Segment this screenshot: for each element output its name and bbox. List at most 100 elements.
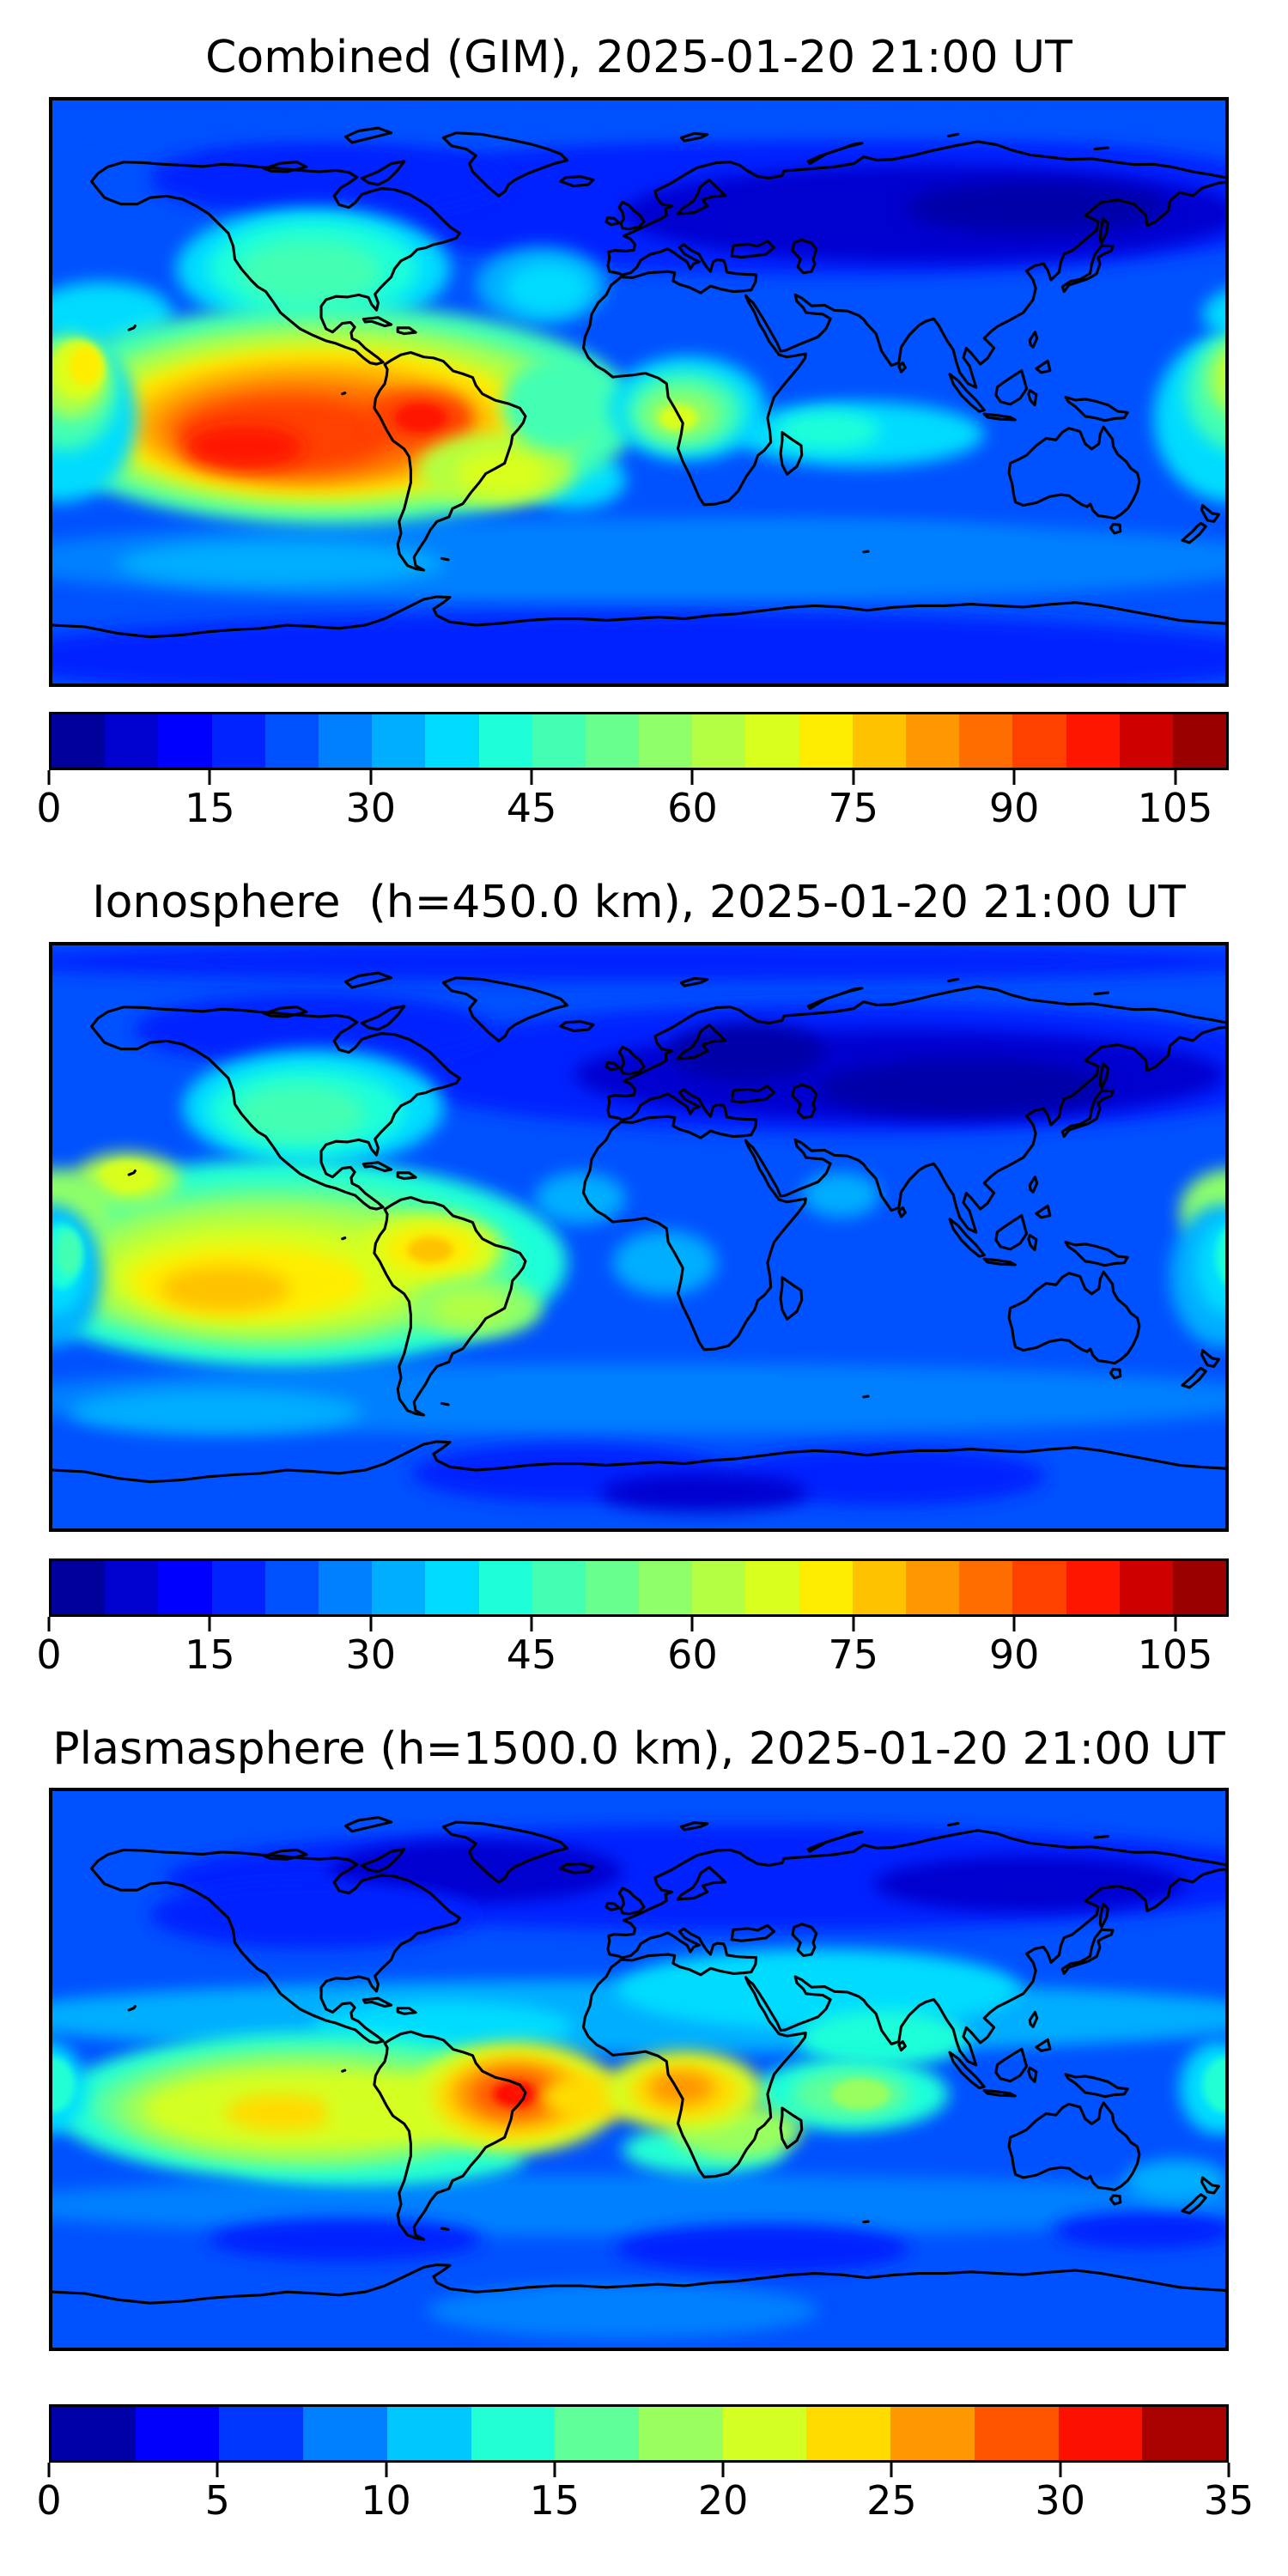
colorbar-segment — [318, 714, 373, 768]
colorbar-segment — [219, 2407, 304, 2460]
panel2-colorbar-ticks: 0 15 30 45 60 75 90 105 — [36, 1617, 1229, 1686]
colorbar-tick-label: 90 — [988, 785, 1040, 831]
colorbar-tick-label: 35 — [1203, 2477, 1255, 2524]
colorbar-segment — [722, 2407, 807, 2460]
coastlines — [443, 133, 567, 197]
colorbar-tick-label: 30 — [345, 1631, 396, 1678]
colorbar-tick-label: 105 — [1137, 1631, 1213, 1678]
colorbar-segment — [264, 714, 319, 768]
colorbar-segment — [211, 714, 265, 768]
coastlines — [984, 414, 1015, 420]
coastlines — [264, 1850, 307, 1859]
coastlines — [398, 2008, 416, 2014]
colorbar-segment — [799, 714, 853, 768]
coastlines — [1202, 506, 1219, 522]
field-patch — [68, 1388, 362, 1435]
colorbar-tick — [553, 2463, 556, 2477]
coastlines — [678, 1868, 726, 1899]
coastlines — [793, 1924, 817, 1956]
field-patch — [149, 1880, 477, 1949]
coastlines — [864, 2221, 868, 2222]
colorbar-segment — [1066, 714, 1120, 768]
field-patch — [117, 541, 444, 586]
colorbar-tick — [890, 2463, 893, 2477]
field-patch — [612, 1230, 718, 1296]
coastlines — [1029, 2068, 1036, 2081]
field-patch — [1209, 346, 1225, 412]
field-patch — [98, 1160, 157, 1194]
coastlines — [1066, 398, 1127, 421]
colorbar-tick-label: 0 — [36, 785, 62, 831]
panel2-title: Ionosphere (h=450.0 km), 2025-01-20 21:0… — [92, 877, 1186, 928]
coastlines — [948, 1823, 957, 1825]
colorbar-segment — [806, 2407, 891, 2460]
colorbar-segment — [639, 714, 693, 768]
colorbar-tick — [1012, 770, 1016, 785]
coastlines — [619, 1888, 644, 1914]
colorbar-tick-label: 10 — [361, 2477, 411, 2524]
colorbar-segment — [890, 2407, 975, 2460]
colorbar-segment — [105, 714, 159, 768]
field-patch — [648, 2070, 714, 2105]
colorbar-segment — [158, 1561, 212, 1614]
colorbar-segment — [532, 1561, 586, 1614]
colorbar-segment — [52, 714, 106, 768]
colorbar-tick — [47, 2463, 51, 2477]
colorbar-tick-label: 45 — [506, 1631, 557, 1678]
coastlines — [1036, 2039, 1050, 2050]
colorbar-tick-label: 25 — [866, 2477, 917, 2524]
coastlines — [1095, 148, 1108, 149]
panel3-colorbar: 0 5 10 15 20 25 30 35 — [36, 2404, 1254, 2531]
field-patch — [149, 139, 509, 217]
coastlines — [443, 1822, 567, 1882]
coastlines — [950, 374, 984, 411]
coastlines — [606, 1063, 619, 1070]
coastlines — [899, 1208, 906, 1218]
field-patch — [817, 1059, 1112, 1117]
field-patch — [225, 2093, 337, 2131]
coastlines — [1202, 1351, 1219, 1367]
coastlines — [1066, 2075, 1127, 2097]
coastlines — [1100, 1904, 1108, 1927]
colorbar-tick — [852, 770, 855, 785]
colorbar-tick-label: 60 — [667, 1631, 718, 1678]
field-patch — [394, 403, 447, 433]
colorbar-tick — [1174, 1617, 1177, 1631]
coastlines — [361, 1850, 404, 1872]
field-patch — [456, 450, 548, 496]
colorbar-segment — [318, 1561, 373, 1614]
coastlines — [950, 2052, 984, 2087]
coastlines — [374, 352, 526, 569]
coastlines — [441, 2228, 448, 2229]
colorbar-tick — [1059, 2463, 1062, 2477]
colorbar-tick-label: 90 — [988, 1631, 1040, 1678]
coastlines — [561, 1864, 593, 1873]
coastlines — [808, 988, 862, 1009]
coastlines — [619, 1047, 644, 1073]
field-patch — [906, 181, 1167, 234]
colorbar-segment — [1142, 2407, 1227, 2460]
coastlines — [52, 1442, 1225, 1482]
coastlines — [996, 2049, 1027, 2081]
colorbar-segment — [799, 1561, 853, 1614]
colorbar-segment — [974, 2407, 1059, 2460]
field-patch — [52, 945, 1225, 981]
coastlines — [732, 1086, 774, 1103]
field-patch — [801, 1172, 880, 1218]
coastlines — [346, 973, 392, 987]
field-patch — [209, 2217, 483, 2262]
colorbar-tick — [690, 1617, 694, 1631]
coastlines — [1095, 993, 1108, 994]
field-patch — [534, 1172, 626, 1224]
field-patch — [185, 426, 304, 469]
colorbar-tick-label: 30 — [345, 785, 396, 831]
colorbar-tick — [1012, 1617, 1016, 1631]
coastlines — [678, 180, 726, 214]
coastlines — [681, 978, 707, 986]
colorbar-segment — [303, 2407, 387, 2460]
coastlines — [948, 979, 957, 981]
coastlines — [264, 1007, 307, 1017]
coastlines — [1110, 524, 1120, 533]
colorbar-tick — [530, 770, 533, 785]
coastlines — [619, 202, 644, 228]
